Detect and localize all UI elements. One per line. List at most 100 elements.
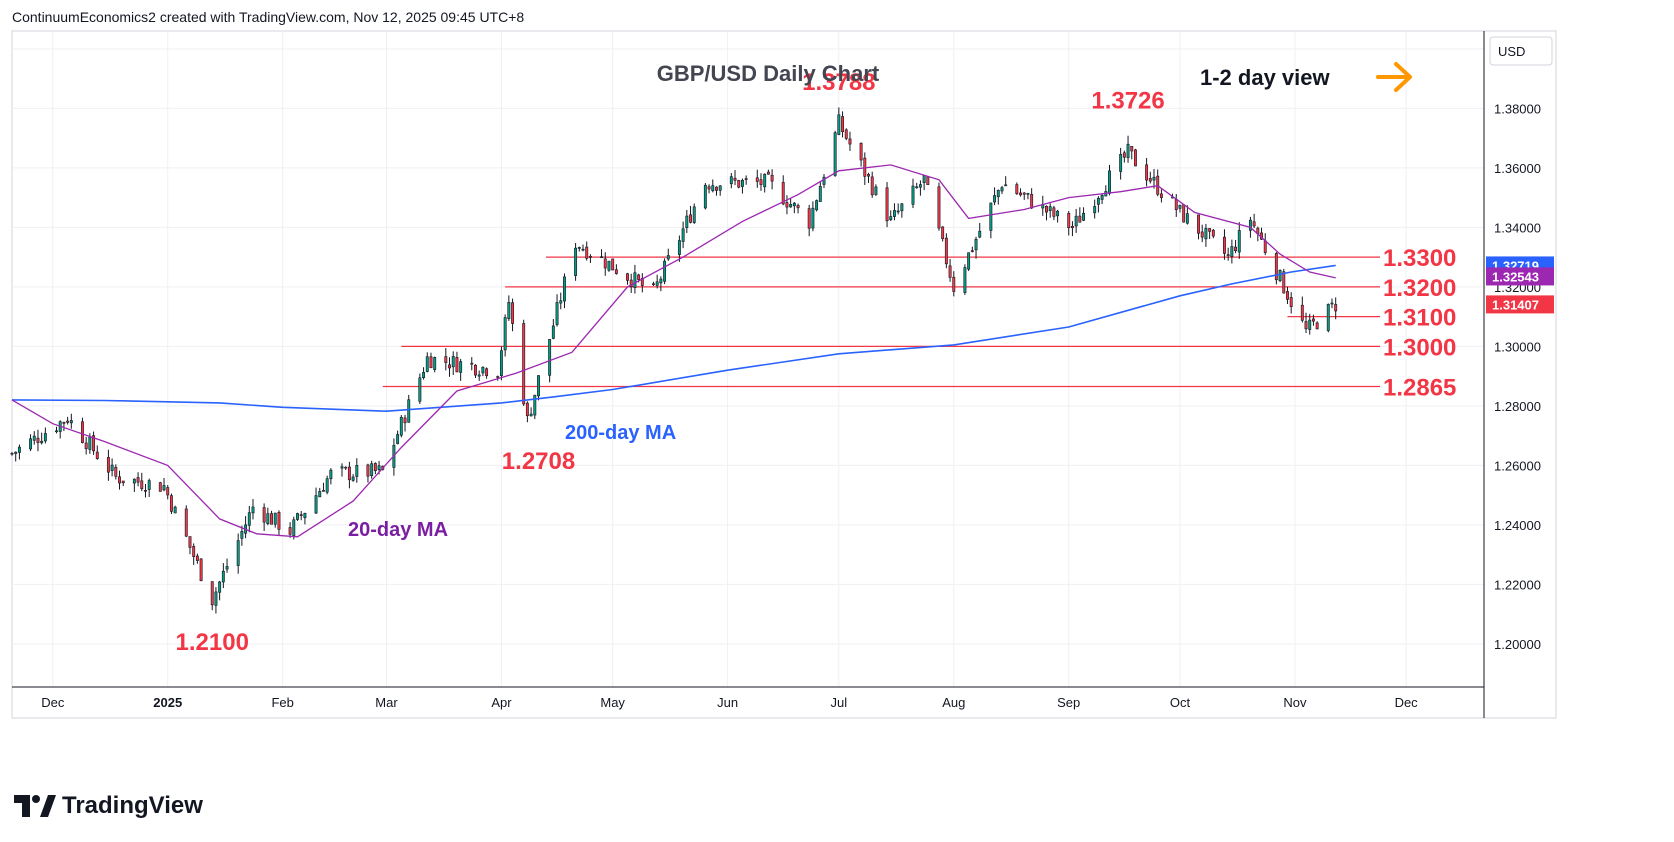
candle-body [529, 413, 533, 417]
candle-body [585, 246, 589, 259]
candle-body [737, 180, 741, 188]
x-tick-label: Apr [491, 695, 512, 710]
candle-body [1096, 197, 1100, 205]
candle-body [766, 171, 770, 175]
arrow-right-icon [1376, 62, 1412, 92]
y-tick-label: 1.36000 [1494, 161, 1541, 176]
x-tick-label: Aug [942, 695, 965, 710]
candle-body [1082, 212, 1086, 221]
candle-body [303, 512, 307, 519]
candle-body [169, 495, 173, 512]
candle-body [870, 176, 874, 196]
candle-body [841, 116, 844, 132]
x-tick-label: Sep [1057, 695, 1080, 710]
candle-body [844, 129, 848, 139]
candle-body [811, 207, 815, 229]
candle-body [507, 302, 511, 319]
moving-averages [11, 164, 1336, 538]
candle-body [144, 489, 147, 492]
candle-body [1226, 254, 1230, 256]
candle-body [859, 142, 863, 161]
candle-body [848, 138, 852, 145]
candle-body [559, 300, 563, 304]
candle-body [1052, 207, 1056, 217]
candle-body [477, 374, 481, 377]
x-tick-label: Nov [1283, 695, 1307, 710]
level-label: 1.3000 [1383, 334, 1456, 361]
y-tick-label: 1.30000 [1494, 339, 1541, 354]
candle-body [407, 399, 411, 423]
candle-body [1182, 204, 1186, 223]
candle-body [292, 519, 296, 537]
x-tick-label: 2025 [153, 695, 182, 710]
candle-body [118, 476, 121, 484]
y-tick-label: 1.20000 [1494, 637, 1541, 652]
candle-body [1019, 192, 1022, 196]
candle-body [199, 558, 203, 581]
candle-body [551, 325, 555, 339]
candle-body [967, 252, 971, 270]
tradingview-logo[interactable]: TradingView [14, 792, 203, 820]
candle-body [314, 495, 318, 514]
chart-axes: 1.400001.380001.360001.340001.320001.300… [12, 31, 1554, 718]
x-tick-label: Dec [41, 695, 65, 710]
candle-body [1174, 198, 1178, 210]
candle-body [666, 255, 670, 260]
candle-body [1211, 229, 1215, 237]
candle-body [796, 205, 800, 209]
x-tick-label: Jun [717, 695, 738, 710]
candle-body [1045, 205, 1048, 213]
candle-body [833, 132, 837, 176]
candle-body [533, 394, 537, 416]
support-resistance-levels [382, 256, 1380, 388]
x-tick-label: Oct [1170, 695, 1191, 710]
currency-box [1489, 36, 1553, 66]
candle-body [718, 185, 722, 191]
candle-body [396, 434, 400, 444]
candle-body [1234, 246, 1238, 252]
candle-body [173, 506, 177, 514]
candle-body [88, 436, 92, 450]
candle-body [755, 177, 759, 182]
candle-body [600, 256, 603, 259]
candle-body [525, 402, 529, 417]
candle-body [807, 208, 811, 229]
candle-body [915, 186, 919, 189]
y-tick-label: 1.22000 [1494, 577, 1541, 592]
candle-body [322, 490, 325, 492]
candle-body [214, 591, 218, 606]
attribution-text: ContinuumEconomics2 created with Trading… [12, 9, 525, 25]
candle-body [1070, 225, 1074, 229]
candle-body [43, 433, 47, 442]
candle-body [429, 356, 433, 369]
candle-body [740, 179, 744, 187]
candle-body [926, 176, 930, 185]
candle-body [1308, 319, 1312, 330]
level-label: 1.3100 [1383, 305, 1456, 332]
candle-body [373, 463, 377, 472]
candle-body [963, 267, 967, 293]
candle-body [1159, 193, 1163, 198]
candle-body [106, 457, 110, 473]
candle-body [195, 555, 199, 561]
candle-body [158, 482, 162, 492]
candle-body [121, 480, 125, 484]
candle-body [247, 512, 251, 526]
candle-body [1056, 210, 1060, 217]
candle-body [537, 375, 540, 397]
candle-body [629, 279, 633, 288]
candle-body [1126, 143, 1130, 158]
candle-body [14, 451, 18, 454]
candle-body [603, 258, 607, 269]
candle-body [485, 368, 489, 377]
candle-body [403, 417, 407, 424]
candle-body [192, 546, 196, 557]
candle-body [989, 202, 993, 231]
candle-body [140, 480, 144, 490]
candle-body [974, 238, 978, 251]
candle-body [1289, 297, 1293, 307]
candle-body [1004, 184, 1008, 187]
candle-body [218, 581, 222, 593]
candle-body [1230, 246, 1234, 257]
